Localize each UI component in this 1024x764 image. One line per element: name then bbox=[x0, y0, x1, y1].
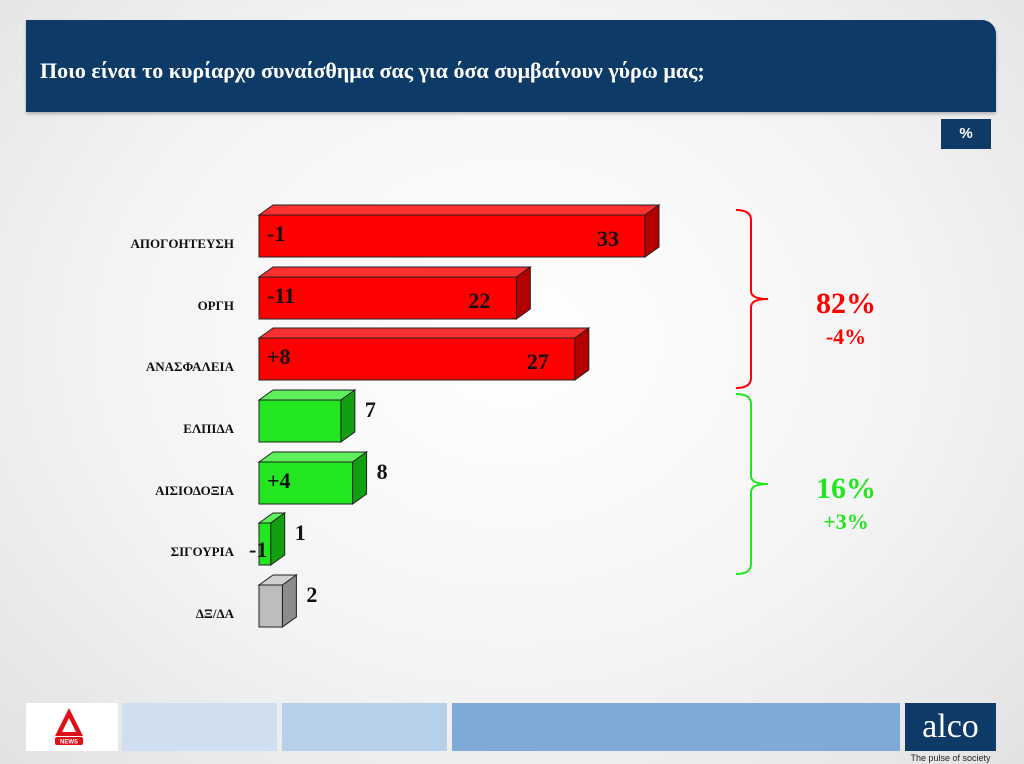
page-title: Ποιο είναι το κυρίαρχο συναίσθημα σας γι… bbox=[40, 58, 705, 83]
bar bbox=[258, 337, 576, 381]
bar bbox=[258, 399, 342, 443]
data-label: 1 bbox=[295, 520, 306, 545]
change-label: -1 bbox=[267, 221, 285, 246]
unit-badge: % bbox=[941, 119, 991, 149]
footer-panel bbox=[282, 703, 447, 751]
title-bar: Ποιο είναι το κυρίαρχο συναίσθημα σας γι… bbox=[26, 20, 996, 112]
group-change: -4% bbox=[826, 324, 866, 349]
bar-top bbox=[257, 451, 369, 463]
footer-panel bbox=[452, 703, 900, 751]
change-label: +8 bbox=[267, 344, 291, 369]
group-brace bbox=[735, 209, 769, 389]
category-label: ΑΠΟΓΟΗΤΕΥΣΗ bbox=[131, 236, 234, 251]
data-label: 8 bbox=[377, 459, 388, 484]
category-label: ΑΝΑΣΦΑΛΕΙΑ bbox=[146, 359, 235, 374]
change-label: -11 bbox=[267, 283, 295, 308]
data-label: 2 bbox=[306, 582, 317, 607]
change-label: +4 bbox=[267, 468, 291, 493]
data-label: 22 bbox=[468, 288, 490, 313]
bar-top bbox=[257, 204, 661, 216]
category-label: ΣΙΓΟΥΡΙΑ bbox=[171, 544, 235, 559]
group-change: +3% bbox=[823, 509, 869, 534]
svg-text:NEWS: NEWS bbox=[60, 740, 78, 746]
bar bbox=[258, 522, 272, 566]
alco-logo-panel bbox=[905, 703, 996, 751]
alco-logo: alco bbox=[922, 708, 979, 745]
alco-tagline: The pulse of society bbox=[910, 753, 991, 763]
footer-panel bbox=[122, 703, 277, 751]
bar bbox=[258, 276, 517, 320]
bar bbox=[258, 584, 283, 628]
bar-top bbox=[257, 266, 532, 278]
category-label: ΑΙΣΙΟΔΟΞΙΑ bbox=[155, 483, 234, 498]
group-total: 82% bbox=[816, 287, 876, 320]
group-total: 16% bbox=[816, 472, 876, 505]
category-label: ΟΡΓΗ bbox=[198, 298, 234, 313]
bar bbox=[258, 214, 646, 258]
data-label: 27 bbox=[527, 349, 549, 374]
change-label: -1 bbox=[249, 537, 267, 562]
bar-top bbox=[257, 389, 357, 401]
bar-top bbox=[257, 327, 591, 339]
category-label: ΔΞ/ΔΑ bbox=[196, 606, 235, 621]
data-label: 7 bbox=[365, 397, 376, 422]
group-brace bbox=[735, 393, 769, 575]
alpha-news-logo-icon: NEWS bbox=[55, 708, 83, 746]
data-label: 33 bbox=[597, 226, 619, 251]
bar bbox=[258, 461, 354, 505]
category-label: ΕΛΠΙΔΑ bbox=[183, 421, 234, 436]
